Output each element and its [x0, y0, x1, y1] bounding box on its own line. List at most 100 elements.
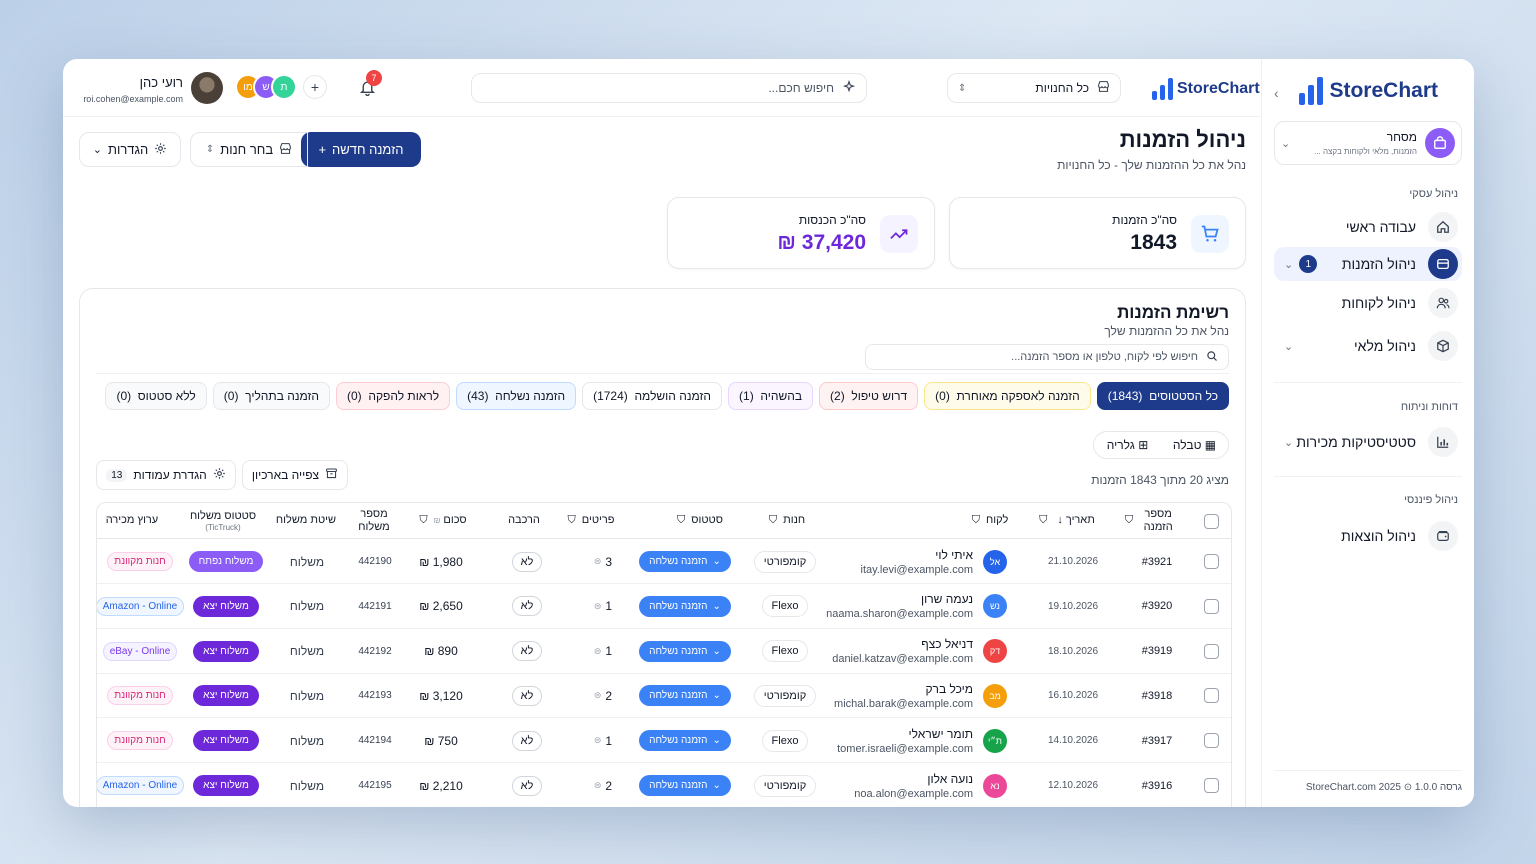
table-row[interactable]: #3921 21.10.2026 איתי לוי itay.levi@example… — [97, 539, 1231, 584]
archive-view-button[interactable]: צפייה בארכיון — [242, 460, 348, 490]
sidebar-item-customers[interactable]: ניהול לקוחות — [1274, 286, 1462, 320]
table-row[interactable]: #3919 18.10.2026 דניאל כצף daniel.katzav@ex… — [97, 629, 1231, 674]
sidebar-item-expenses[interactable]: ניהול הוצאות — [1274, 519, 1462, 553]
smart-search-input[interactable]: חיפוש חכם... — [471, 73, 867, 103]
chip-completed[interactable]: הזמנה הושלמה (1724) — [582, 382, 722, 410]
status-label: הזמנה נשלחה — [649, 645, 708, 657]
customer-cell[interactable]: תומר ישראלי tomer.israeli@example.com ת״י — [817, 718, 1007, 763]
customer-cell[interactable]: נועה אלון noa.alon@example.com נא — [817, 763, 1007, 807]
items-value: 3 — [605, 554, 613, 569]
table-row[interactable]: #3916 12.10.2026 נועה אלון noa.alon@example… — [97, 763, 1231, 807]
avatar[interactable]: ת — [271, 74, 297, 100]
chip-no-status[interactable]: ללא סטטוס (0) — [105, 382, 207, 410]
customer-cell[interactable]: מיכל ברק michal.barak@example.com מב — [817, 673, 1007, 718]
chip-needs-attention[interactable]: דרוש טיפול (2) — [819, 382, 919, 410]
shipping-status-pill[interactable]: משלוח נפתח — [188, 551, 264, 572]
shipping-status-pill[interactable]: משלוח יצא — [193, 730, 259, 752]
row-checkbox[interactable] — [1201, 584, 1221, 629]
shipment-number[interactable]: 442192 — [358, 645, 392, 657]
user-avatar[interactable] — [191, 72, 223, 104]
table-row[interactable]: #3917 14.10.2026 תומר ישראלי tomer.israeli@… — [97, 718, 1231, 764]
sidebar-item-orders[interactable]: ניהול הזמנות 1 ⌄ — [1274, 247, 1462, 281]
column-store[interactable]: ⛉ חנות — [762, 503, 812, 539]
chip-all-statuses[interactable]: כל הסטטוסים (1843) — [1096, 382, 1229, 410]
choose-store-button[interactable]: ⇕ בחר חנות — [190, 132, 308, 167]
store-select[interactable]: כל החנויות ⇕ — [947, 73, 1121, 103]
customer-cell[interactable]: דניאל כצף daniel.katzav@example.com דק — [817, 629, 1007, 674]
shipment-number[interactable]: 442195 — [358, 780, 392, 791]
shipment-number[interactable]: 442193 — [358, 690, 392, 702]
column-total[interactable]: ⛉ ₪ סכום — [413, 503, 473, 539]
chip-to-production[interactable]: לראות להפקה (0) — [335, 382, 451, 410]
shipment-number[interactable]: 442190 — [358, 556, 392, 567]
row-checkbox[interactable] — [1201, 539, 1221, 584]
view-gallery-button[interactable]: ⊞ גלריה — [1094, 438, 1161, 452]
orders-search-input[interactable]: חיפוש לפי לקוח, טלפון או מספר הזמנה... — [865, 344, 1229, 370]
column-order-number[interactable]: ⛉ מספר הזמנה — [1115, 503, 1185, 539]
user-name: רועי כהן — [139, 75, 183, 90]
status-dropdown[interactable]: הזמנה נשלחה ⌄ — [639, 551, 731, 572]
column-sublabel: (TicTruck) — [205, 522, 241, 532]
row-checkbox[interactable] — [1201, 763, 1221, 807]
items-count: ⊜ 1 — [583, 584, 623, 629]
add-member-button[interactable]: + — [303, 75, 327, 99]
store-cell: קומפורטי — [747, 763, 823, 807]
customer-cell[interactable]: נעמה שרון naama.sharon@example.com נש — [817, 584, 1007, 629]
order-number[interactable]: #3916 — [1141, 779, 1173, 792]
status-dropdown[interactable]: הזמנה נשלחה ⌄ — [639, 685, 731, 707]
customer-cell[interactable]: איתי לוי itay.levi@example.com אל — [817, 539, 1007, 584]
status-label: הזמנה נשלחה — [649, 780, 708, 791]
shipping-status-pill[interactable]: משלוח יצא — [193, 595, 259, 617]
order-number[interactable]: #3921 — [1141, 555, 1173, 568]
status-dropdown[interactable]: הזמנה נשלחה ⌄ — [639, 730, 731, 752]
sidebar-item-sales-stats[interactable]: סטטיסטיקות מכירות ⌄ — [1274, 425, 1462, 459]
chip-in-process[interactable]: הזמנה בתהליך (0) — [212, 382, 330, 410]
filter-icon: ⛉ — [768, 514, 778, 527]
shipment-number[interactable]: 442191 — [358, 600, 392, 612]
coin-icon: ⊜ — [593, 780, 602, 790]
status-dropdown[interactable]: הזמנה נשלחה ⌄ — [639, 775, 731, 796]
table-row[interactable]: #3918 16.10.2026 מיכל ברק michal.barak@exam… — [97, 673, 1231, 719]
customer-name: איתי לוי — [935, 547, 973, 562]
chip-shipped[interactable]: הזמנה נשלחה (43) — [456, 382, 577, 410]
shipment-number[interactable]: 442194 — [358, 735, 392, 747]
chip-late-delivery[interactable]: הזמנה לאספקה מאוחרת (0) — [924, 382, 1091, 410]
status-dropdown[interactable]: הזמנה נשלחה ⌄ — [639, 595, 731, 617]
sales-channel-cell: חנות מקוונת — [97, 718, 183, 763]
columns-settings-button[interactable]: 13 הגדרת עמודות — [96, 460, 236, 490]
order-number[interactable]: #3918 — [1141, 689, 1173, 702]
order-number[interactable]: #3920 — [1141, 600, 1173, 613]
column-items[interactable]: ⛉ פריטים — [563, 503, 619, 539]
shipping-status-pill[interactable]: משלוח יצא — [193, 685, 259, 707]
chip-on-hold[interactable]: בהשהיה (1) — [728, 382, 813, 410]
customer-email: tomer.israeli@example.com — [837, 742, 973, 755]
row-checkbox[interactable] — [1201, 718, 1221, 763]
sidebar-item-label: ניהול הוצאות — [1341, 528, 1416, 544]
store-switcher[interactable]: מסחר הזמנות, מלאי ולקוחות בקצה ... ⌄ — [1274, 121, 1462, 165]
status-dropdown[interactable]: הזמנה נשלחה ⌄ — [639, 640, 731, 662]
row-checkbox[interactable] — [1201, 629, 1221, 674]
view-toggle: ▦ טבלה ⊞ גלריה — [1093, 431, 1229, 459]
order-date: 12.10.2026 — [1047, 780, 1099, 791]
shop-icon — [1425, 128, 1455, 158]
sidebar-item-dashboard[interactable]: עבודה ראשי — [1274, 210, 1462, 244]
order-number[interactable]: #3917 — [1141, 734, 1173, 747]
sidebar-item-inventory[interactable]: ניהול מלאי ⌄ — [1274, 329, 1462, 363]
row-checkbox[interactable] — [1201, 673, 1221, 718]
sidebar-logo[interactable]: StoreChart — [1299, 77, 1438, 105]
shipping-status-pill[interactable]: משלוח יצא — [193, 640, 259, 662]
stat-total-orders: סה"כ הזמנות 1843 — [949, 197, 1246, 269]
search-icon — [1206, 350, 1218, 365]
order-number[interactable]: #3919 — [1141, 645, 1173, 658]
shipping-status-pill[interactable]: משלוח יצא — [193, 775, 259, 796]
table-row[interactable]: #3920 19.10.2026 נעמה שרון naama.sharon@exa… — [97, 584, 1231, 629]
new-order-button[interactable]: + הזמנה חדשה — [301, 132, 421, 167]
settings-button[interactable]: ⌄ הגדרות — [79, 132, 181, 167]
view-table-button[interactable]: ▦ טבלה — [1161, 438, 1228, 452]
collapse-sidebar-icon[interactable]: › — [1274, 85, 1279, 101]
select-all-checkbox[interactable] — [1201, 503, 1221, 539]
topbar-logo[interactable]: StoreChart — [1152, 78, 1260, 100]
column-date[interactable]: ⛉ ↓ תאריך — [1032, 503, 1102, 539]
column-status[interactable]: ⛉ סטטוס — [665, 503, 735, 539]
column-customer[interactable]: ⛉ לקוח — [965, 503, 1015, 539]
